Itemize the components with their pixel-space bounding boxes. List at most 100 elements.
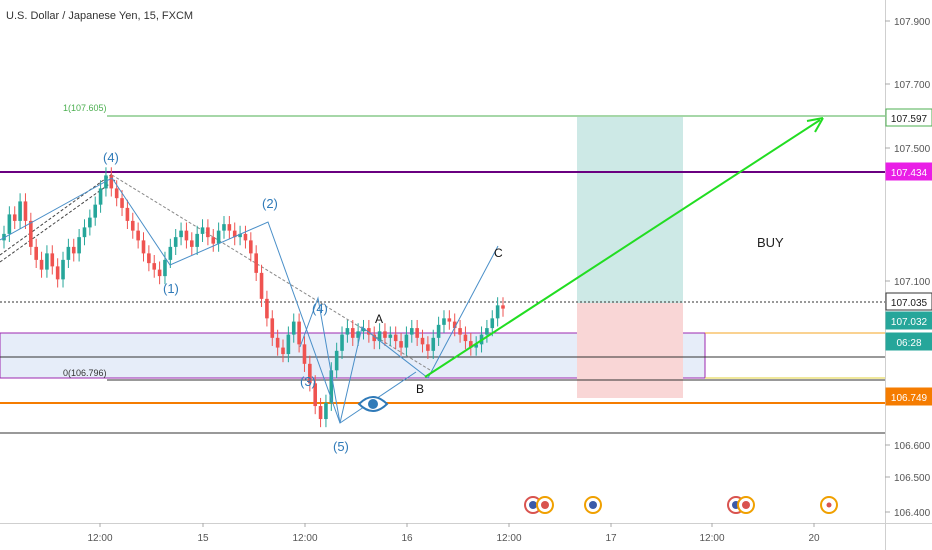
candle-body <box>157 269 162 277</box>
candle-body <box>420 337 425 345</box>
candle-body <box>463 334 468 342</box>
trend-channel-line-2[interactable] <box>0 179 116 263</box>
price-tags: 107.597 107.434 107.035 107.032 06:28 106.749 <box>885 108 932 406</box>
candle-body <box>383 331 387 338</box>
candle-body <box>259 272 264 299</box>
time-tick-label: 12:00 <box>292 533 317 544</box>
candle-body <box>399 341 403 348</box>
candle-body <box>163 259 167 277</box>
time-tick-label: 12:00 <box>699 533 724 544</box>
candle-body <box>189 240 194 247</box>
candle-body <box>431 337 436 351</box>
candle-body <box>168 246 173 260</box>
candle-body <box>495 305 500 319</box>
candle-body <box>254 253 258 273</box>
candle-body <box>222 224 226 231</box>
price-tick-label: 106.600 <box>894 441 931 452</box>
candle-body <box>474 344 478 348</box>
price-tick-label: 107.700 <box>894 80 931 91</box>
candle-body <box>109 175 114 189</box>
abc-label-a: A <box>375 312 383 326</box>
candle-body <box>66 246 71 260</box>
candle-body <box>501 305 505 309</box>
price-axis[interactable]: 107.900 107.700 107.500 107.100 106.600 106.5… <box>885 17 931 519</box>
candle-body <box>114 188 119 199</box>
price-tag-box <box>885 387 932 406</box>
candle-body <box>211 237 216 244</box>
price-tag-box <box>885 162 932 181</box>
candle-body <box>45 253 49 270</box>
candle-body <box>55 266 60 280</box>
fib-level-1-label: 1(107.605) <box>63 103 107 113</box>
time-axis[interactable]: 12:00 15 12:00 16 12:00 17 12:00 20 <box>87 523 820 544</box>
candle-body <box>367 328 371 335</box>
candle-body <box>93 204 98 218</box>
time-tick-label: 20 <box>808 533 820 544</box>
candle-body <box>238 233 242 238</box>
time-tick-label: 15 <box>197 533 209 544</box>
candle-body <box>356 331 360 338</box>
candle-body <box>200 227 205 234</box>
candle-body <box>377 331 382 342</box>
candle-body <box>50 253 55 267</box>
candle-body <box>61 259 65 280</box>
candle-body <box>152 263 157 270</box>
price-tag-box <box>885 332 932 351</box>
candle-body <box>286 334 291 355</box>
wave-label-5: (5) <box>333 439 349 454</box>
event-icon-dividend[interactable] <box>820 496 838 514</box>
candle-body <box>71 246 76 254</box>
time-tick-label: 16 <box>401 533 413 544</box>
candle-body <box>281 347 285 355</box>
candle-body <box>302 344 307 364</box>
candle-body <box>265 298 269 319</box>
elliott-wave-line[interactable] <box>0 177 417 424</box>
candle-body <box>232 230 237 238</box>
candle-body <box>125 207 130 221</box>
candle-body <box>34 246 38 260</box>
wave-label-4-low: (4) <box>312 301 328 316</box>
abc-connector[interactable] <box>299 296 341 424</box>
candle-body <box>216 230 221 244</box>
candle-body <box>409 328 414 335</box>
price-tick-label: 107.100 <box>894 277 931 288</box>
price-tag-label: 107.597 <box>891 114 928 125</box>
candle-body <box>350 328 355 338</box>
candle-body <box>334 350 339 371</box>
trend-channel-line-1[interactable] <box>0 173 113 256</box>
eye-icon[interactable] <box>357 396 389 412</box>
candle-body <box>2 233 6 241</box>
candle-body <box>184 230 189 241</box>
abc-label-c: C <box>494 246 503 260</box>
buy-arrow-line[interactable] <box>424 119 821 378</box>
event-icon-us-flag-5[interactable] <box>737 496 755 514</box>
price-tag-label: 06:28 <box>896 338 921 349</box>
candle-body <box>372 334 377 342</box>
event-icon-us-flag-2[interactable] <box>536 496 554 514</box>
candle-body <box>436 324 441 338</box>
candle-body <box>179 230 183 238</box>
time-tick-label: 17 <box>605 533 617 544</box>
candle-body <box>345 328 350 335</box>
candle-body <box>77 237 81 254</box>
candle-body <box>426 344 430 351</box>
candle-body <box>39 259 44 270</box>
abc-wave-line[interactable] <box>339 245 499 424</box>
candle-body <box>452 321 457 329</box>
stop-loss-zone[interactable] <box>577 303 683 398</box>
candle-body <box>415 328 419 338</box>
candle-body <box>270 318 275 338</box>
candle-body <box>388 334 393 338</box>
take-profit-zone[interactable] <box>577 117 683 303</box>
candle-body <box>469 341 473 348</box>
candle-body <box>404 334 409 348</box>
candle-body <box>329 370 334 403</box>
price-tick-label: 107.500 <box>894 144 931 155</box>
price-tag-box <box>885 292 932 311</box>
event-icon-us-flag-3[interactable] <box>584 496 602 514</box>
buy-annotation: BUY <box>757 235 784 250</box>
trend-channel-line-3[interactable] <box>111 174 431 371</box>
candle-body <box>173 237 178 247</box>
price-tag-label: 107.035 <box>891 298 928 309</box>
